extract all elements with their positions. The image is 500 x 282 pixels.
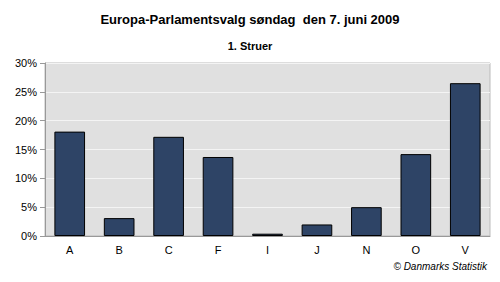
svg-text:N: N xyxy=(362,244,370,256)
svg-text:0%: 0% xyxy=(21,230,37,242)
svg-text:20%: 20% xyxy=(15,115,37,127)
svg-text:V: V xyxy=(462,244,470,256)
svg-text:F: F xyxy=(215,244,222,256)
svg-text:25%: 25% xyxy=(15,86,37,98)
svg-text:1. Struer: 1. Struer xyxy=(228,40,273,52)
svg-text:B: B xyxy=(115,244,122,256)
svg-text:5%: 5% xyxy=(21,201,37,213)
svg-text:J: J xyxy=(314,244,320,256)
svg-text:Europa-Parlamentsvalg søndag: Europa-Parlamentsvalg søndag den 7. juni… xyxy=(100,12,399,27)
svg-text:I: I xyxy=(266,244,269,256)
svg-text:O: O xyxy=(412,244,421,256)
svg-text:15%: 15% xyxy=(15,144,37,156)
svg-text:30%: 30% xyxy=(15,57,37,69)
svg-text:A: A xyxy=(66,244,74,256)
svg-text:C: C xyxy=(165,244,173,256)
svg-text:© Danmarks Statistik: © Danmarks Statistik xyxy=(393,261,488,272)
svg-text:10%: 10% xyxy=(15,172,37,184)
